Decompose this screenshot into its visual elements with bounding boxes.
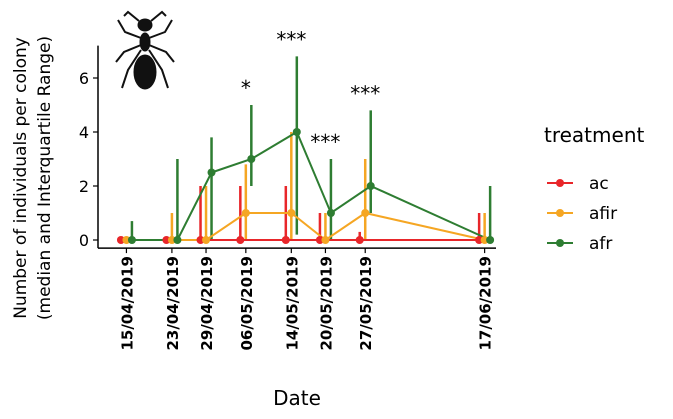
x-axis-label: Date [273, 386, 321, 410]
data-point [122, 236, 131, 244]
significance-label: *** [350, 81, 380, 105]
legend-label: afr [589, 234, 612, 254]
y-tick-label: 2 [79, 177, 89, 196]
data-point [292, 128, 301, 136]
x-tick-label: 17/06/2019 [477, 256, 495, 350]
data-point [167, 236, 176, 244]
significance-label: * [241, 76, 251, 100]
x-tick-label: 15/04/2019 [118, 256, 136, 350]
y-axis-label: Number of individuals per colony [11, 37, 31, 319]
data-point [355, 236, 364, 244]
x-tick-label: 27/05/2019 [357, 256, 375, 350]
data-point [127, 236, 136, 244]
data-point [480, 236, 489, 244]
legend-label: ac [589, 174, 609, 194]
data-point [315, 236, 324, 244]
data-point [247, 155, 256, 163]
legend-marker [556, 179, 564, 187]
significance-label: *** [310, 130, 340, 154]
data-point [486, 236, 495, 244]
y-tick-label: 0 [79, 231, 89, 250]
x-tick-label: 14/05/2019 [283, 256, 301, 350]
x-tick-label: 20/05/2019 [317, 256, 335, 350]
data-point [162, 236, 171, 244]
data-point [475, 236, 484, 244]
series-line [131, 130, 491, 241]
x-tick-label: 29/04/2019 [198, 256, 216, 350]
data-point [207, 168, 216, 177]
data-point [287, 209, 296, 217]
legend-title: treatment [544, 123, 644, 147]
x-tick-label: 06/05/2019 [238, 256, 256, 350]
data-point [281, 236, 290, 244]
ant-icon [115, 10, 175, 90]
legend-label: afir [589, 204, 617, 224]
significance-label: *** [276, 27, 306, 51]
y-tick-label: 6 [79, 69, 89, 88]
data-point [241, 209, 250, 217]
data-point [361, 209, 370, 217]
y-tick-label: 4 [79, 123, 89, 142]
data-point [236, 236, 245, 244]
data-point [173, 236, 182, 244]
data-point [321, 236, 330, 244]
x-tick-label: 23/04/2019 [164, 256, 182, 350]
data-point [196, 236, 205, 244]
y-axis-label: (median and Interquartile Range) [35, 36, 55, 320]
data-point [202, 236, 211, 244]
data-point [366, 182, 375, 190]
legend-marker [556, 209, 564, 217]
data-point [116, 236, 125, 244]
legend-marker [556, 239, 564, 247]
data-point [326, 209, 335, 217]
